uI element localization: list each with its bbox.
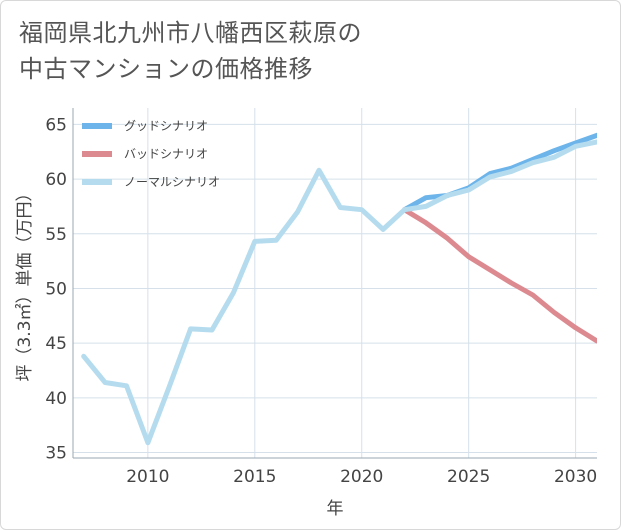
chart-axes bbox=[72, 108, 597, 459]
y-tick-label-45: 45 bbox=[45, 334, 67, 354]
y-tick-label-50: 50 bbox=[45, 279, 67, 299]
x-tick-label-2025: 2025 bbox=[447, 467, 490, 487]
chart-grid bbox=[73, 108, 597, 458]
y-tick-label-35: 35 bbox=[45, 444, 67, 464]
y-tick-label-65: 65 bbox=[45, 115, 67, 135]
series-lines bbox=[81, 132, 597, 446]
x-axis-title: 年 bbox=[327, 499, 344, 519]
y-axis-title: 坪（3.3㎡）単価（万円） bbox=[15, 184, 35, 381]
x-tick-label-2020: 2020 bbox=[340, 467, 383, 487]
series-line-2 bbox=[81, 139, 597, 446]
chart-title: 福岡県北九州市八幡西区萩原の 中古マンションの価格推移 bbox=[19, 15, 362, 87]
x-tick-label-2030: 2030 bbox=[554, 467, 597, 487]
tick-labels: 2010 2015 2020 2025 2030 35 40 45 50 55 60 65 bbox=[45, 115, 597, 487]
y-tick-label-40: 40 bbox=[45, 389, 67, 409]
chart-title-line-2: 中古マンションの価格推移 bbox=[19, 55, 313, 83]
chart-title-line-1: 福岡県北九州市八幡西区萩原の bbox=[19, 19, 362, 47]
x-tick-label-2010: 2010 bbox=[126, 467, 169, 487]
series-line-0 bbox=[402, 132, 597, 213]
legend-label-1: バッドシナリオ bbox=[124, 147, 208, 161]
legend-label-0: グッドシナリオ bbox=[124, 119, 208, 133]
series-line-1 bbox=[402, 207, 597, 344]
x-tick-label-2015: 2015 bbox=[233, 467, 276, 487]
y-tick-label-60: 60 bbox=[45, 170, 67, 190]
legend-label-2: ノーマルシナリオ bbox=[124, 175, 220, 189]
y-tick-label-55: 55 bbox=[45, 225, 67, 245]
